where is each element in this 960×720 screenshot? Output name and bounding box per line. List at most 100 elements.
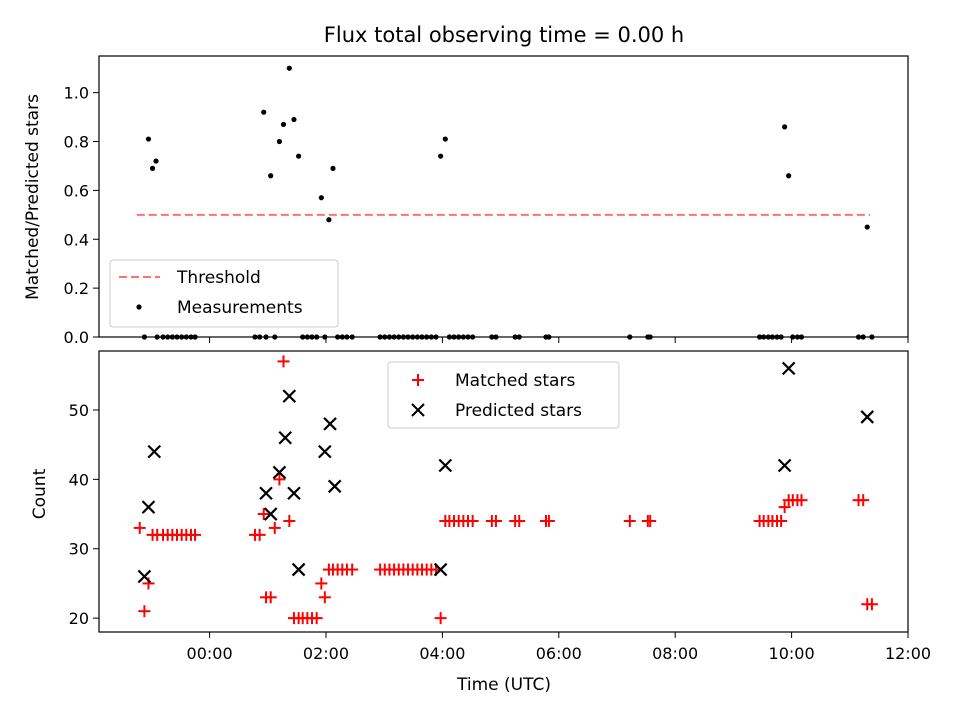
predicted-star-point bbox=[137, 569, 152, 584]
bottom-y-tick-label: 30 bbox=[69, 540, 89, 559]
chart-title: Flux total observing time = 0.00 h bbox=[324, 23, 684, 47]
matched-star-point bbox=[268, 521, 281, 534]
bottom-x-tick-label: 06:00 bbox=[536, 644, 582, 663]
measurement-points bbox=[141, 65, 875, 340]
measurement-point bbox=[438, 153, 444, 159]
bottom-plot-frame bbox=[98, 350, 909, 633]
predicted-star-point bbox=[278, 430, 293, 445]
matched-star-point bbox=[775, 514, 788, 527]
top-legend: Threshold Measurements bbox=[109, 259, 339, 328]
top-y-tick-label: 1.0 bbox=[64, 84, 89, 103]
measurement-point bbox=[261, 109, 267, 115]
measurement-point bbox=[280, 121, 287, 128]
matched-star-point bbox=[138, 605, 151, 618]
top-y-ticks: 0.0 0.2 0.4 0.6 0.8 1.0 bbox=[64, 84, 99, 347]
top-panel: Matched/Predicted stars 0.0 0.2 0.4 0.6 0.8 1… bbox=[23, 55, 909, 347]
measurement-point bbox=[782, 124, 788, 130]
predicted-star-point bbox=[860, 410, 875, 424]
predicted-star-point bbox=[259, 486, 273, 501]
predicted-star-point bbox=[323, 417, 337, 431]
legend-measurements-label: Measurements bbox=[177, 298, 303, 318]
matched-stars-points bbox=[133, 355, 878, 625]
top-y-tick-label: 0.2 bbox=[64, 279, 89, 298]
predicted-star-point bbox=[291, 562, 306, 577]
measurement-point bbox=[864, 224, 870, 230]
measurement-point bbox=[291, 116, 297, 123]
matched-star-point bbox=[778, 501, 791, 514]
matched-star-point bbox=[257, 508, 270, 521]
predicted-star-point bbox=[318, 444, 332, 459]
bottom-legend-box bbox=[387, 361, 620, 429]
bottom-x-tick-label: 00:00 bbox=[187, 644, 233, 663]
bottom-x-axis-label: Time (UTC) bbox=[456, 675, 551, 695]
measurement-point bbox=[442, 136, 448, 142]
measurement-point bbox=[330, 165, 336, 171]
measurement-point bbox=[286, 65, 292, 71]
top-y-tick-label: 0.0 bbox=[64, 328, 89, 347]
legend-matched-label: Matched stars bbox=[455, 371, 575, 391]
top-y-tick-label: 0.8 bbox=[64, 133, 89, 152]
matched-star-point bbox=[857, 494, 870, 507]
predicted-star-point bbox=[777, 458, 792, 473]
top-y-axis-label: Matched/Predicted stars bbox=[23, 94, 43, 300]
bottom-y-tick-label: 50 bbox=[69, 401, 89, 420]
matched-star-point bbox=[466, 514, 479, 527]
matched-star-point bbox=[133, 521, 146, 534]
measurement-point bbox=[296, 153, 302, 159]
matched-star-point bbox=[253, 528, 266, 541]
matched-star-point bbox=[489, 514, 502, 527]
matched-star-point bbox=[623, 514, 636, 527]
matched-star-point bbox=[513, 514, 526, 527]
measurement-point bbox=[149, 165, 156, 171]
matched-star-point bbox=[795, 494, 808, 507]
predicted-star-point bbox=[287, 486, 301, 501]
bottom-legend: Matched stars Predicted stars bbox=[387, 361, 620, 429]
bottom-x-tick-label: 10:00 bbox=[769, 644, 815, 663]
top-plot-frame bbox=[98, 55, 909, 338]
bottom-x-tick-label: 08:00 bbox=[652, 644, 698, 663]
matched-star-point bbox=[273, 473, 286, 486]
matched-star-point bbox=[315, 577, 328, 590]
measurement-point bbox=[153, 158, 159, 164]
matched-star-point bbox=[277, 355, 290, 368]
matched-star-point bbox=[542, 514, 555, 527]
measurement-point bbox=[145, 136, 152, 142]
matched-star-point bbox=[434, 612, 447, 625]
bottom-panel: Count Time (UTC) 20 30 40 50 00:00 02:00 04:0… bbox=[30, 350, 931, 695]
bottom-x-tick-label: 12:00 bbox=[885, 644, 931, 663]
bottom-y-ticks: 20 30 40 50 bbox=[69, 401, 99, 628]
legend-threshold-label: Threshold bbox=[176, 268, 261, 288]
predicted-star-point bbox=[147, 444, 162, 459]
predicted-star-point bbox=[282, 389, 297, 403]
matched-star-point bbox=[283, 514, 296, 527]
matched-star-point bbox=[264, 591, 277, 604]
matched-star-point bbox=[865, 598, 878, 611]
legend-measurements-swatch bbox=[136, 304, 142, 310]
predicted-star-point bbox=[781, 361, 796, 376]
bottom-x-tick-label: 04:00 bbox=[419, 644, 465, 663]
measurement-point bbox=[326, 217, 332, 223]
bottom-y-tick-label: 20 bbox=[69, 609, 89, 628]
bottom-x-tick-label: 02:00 bbox=[303, 644, 349, 663]
bottom-y-axis-label: Count bbox=[30, 468, 50, 519]
predicted-star-point bbox=[141, 500, 156, 514]
predicted-star-point bbox=[327, 479, 342, 494]
measurement-point bbox=[786, 173, 792, 179]
measurement-point bbox=[318, 195, 324, 201]
matched-star-point bbox=[346, 563, 359, 576]
top-legend-box bbox=[109, 259, 339, 328]
predicted-star-point bbox=[272, 465, 287, 480]
legend-matched-swatch bbox=[412, 374, 424, 386]
predicted-star-point bbox=[433, 562, 448, 577]
legend-predicted-label: Predicted stars bbox=[455, 401, 582, 421]
matched-star-point bbox=[644, 514, 657, 527]
predicted-star-point bbox=[263, 507, 278, 521]
bottom-y-tick-label: 40 bbox=[69, 470, 89, 489]
matched-star-point bbox=[310, 612, 323, 625]
measurement-point bbox=[268, 173, 274, 179]
measurement-point bbox=[276, 138, 283, 145]
top-y-tick-label: 0.4 bbox=[64, 230, 89, 249]
bottom-x-ticks: 00:00 02:00 04:00 06:00 08:00 10:00 12:00 bbox=[187, 632, 931, 663]
